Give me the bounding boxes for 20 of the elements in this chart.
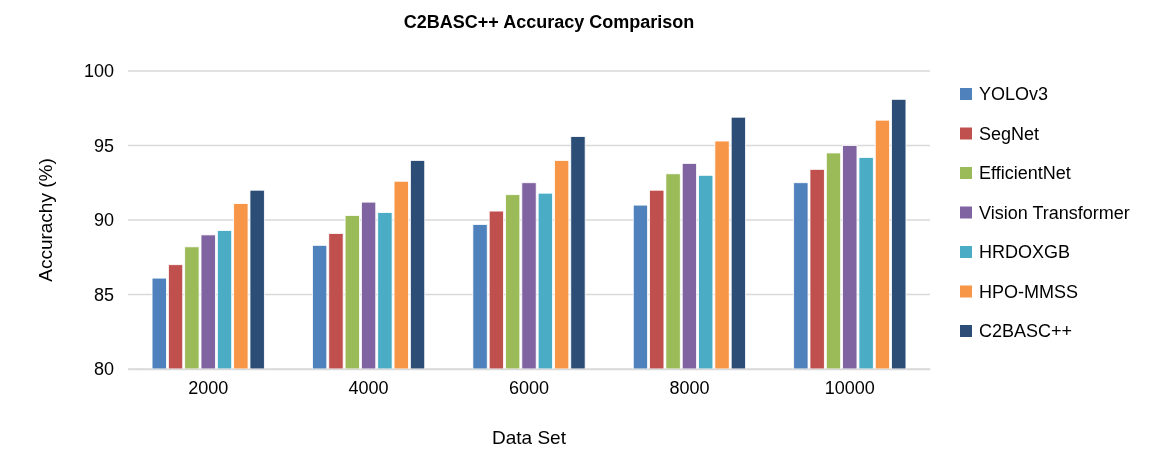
x-tick-label: 8000 xyxy=(669,377,710,398)
y-tick-label: 100 xyxy=(83,61,114,82)
x-tick-label: 10000 xyxy=(824,377,875,398)
legend-label: HPO-MMSS xyxy=(979,281,1078,302)
x-axis-title: Data Set xyxy=(492,427,567,448)
legend-label: SegNet xyxy=(979,123,1040,144)
legend-label: C2BASC++ xyxy=(979,321,1073,341)
legend-label: YOLOv3 xyxy=(979,84,1049,104)
y-tick-label: 85 xyxy=(93,284,114,305)
y-tick-label: 90 xyxy=(93,210,114,231)
legend-label: EfficientNet xyxy=(979,163,1071,183)
chart-title: C2BASC++ Accuracy Comparison xyxy=(403,12,695,32)
y-axis-title: Accurachy (%) xyxy=(35,158,56,282)
x-tick-label: 6000 xyxy=(508,377,550,398)
legend-label: HRDOXGB xyxy=(979,242,1071,262)
y-tick-label: 80 xyxy=(93,359,114,380)
y-tick-label: 95 xyxy=(93,135,114,156)
legend-label: Vision Transformer xyxy=(979,202,1130,223)
x-tick-label: 2000 xyxy=(188,377,229,398)
x-tick-label: 4000 xyxy=(348,377,389,398)
